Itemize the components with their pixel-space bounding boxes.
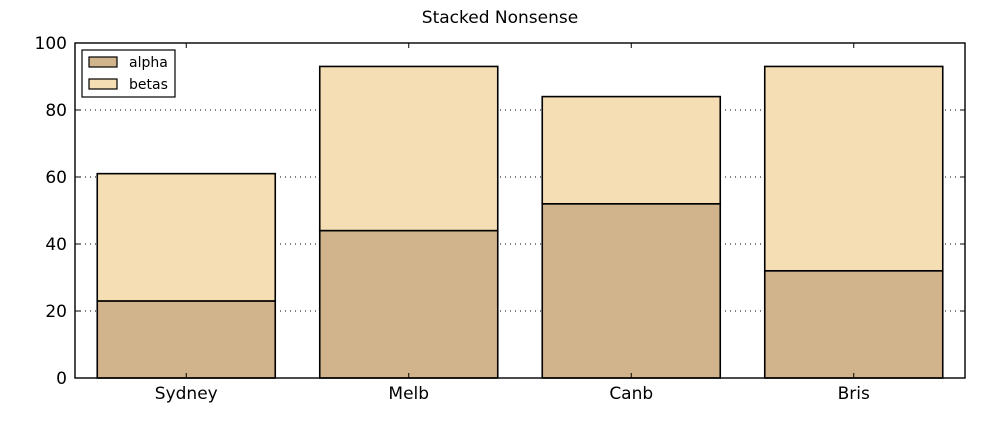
y-tick-label: 20 (45, 302, 67, 322)
bar-alpha-canb (541, 203, 722, 379)
bar-alpha-melb (318, 229, 499, 379)
y-tick-label: 100 (35, 34, 67, 54)
legend-swatch-betas (88, 78, 118, 90)
tick-labels: Sydney Melb Canb Bris 0 20 40 60 80 100 (35, 34, 870, 404)
bar-betas-sydney (96, 172, 277, 302)
plot-frame (74, 42, 966, 379)
bar-betas-canb (541, 95, 722, 205)
x-tick-label: Canb (609, 384, 653, 404)
bar-alpha-bris (763, 269, 944, 379)
y-tick-label: 60 (45, 168, 67, 188)
x-tick-label: Bris (838, 384, 870, 404)
y-tick-label: 40 (45, 235, 67, 255)
legend-label-alpha: alpha (129, 55, 168, 71)
axes (74, 42, 966, 379)
gridlines (75, 109, 965, 312)
bar-alpha-sydney (96, 300, 277, 379)
bar-betas-bris (763, 65, 944, 272)
y-tick-label: 80 (45, 101, 67, 121)
legend: alpha betas (81, 49, 176, 98)
bar-betas-melb (318, 65, 499, 232)
x-tick-label: Sydney (155, 384, 218, 404)
y-tick-label: 0 (56, 369, 67, 389)
x-tick-label: Melb (388, 384, 429, 404)
legend-swatch-alpha (88, 56, 118, 68)
chart-title: Stacked Nonsense (422, 8, 578, 28)
bars (96, 65, 944, 379)
legend-label-betas: betas (129, 77, 168, 93)
